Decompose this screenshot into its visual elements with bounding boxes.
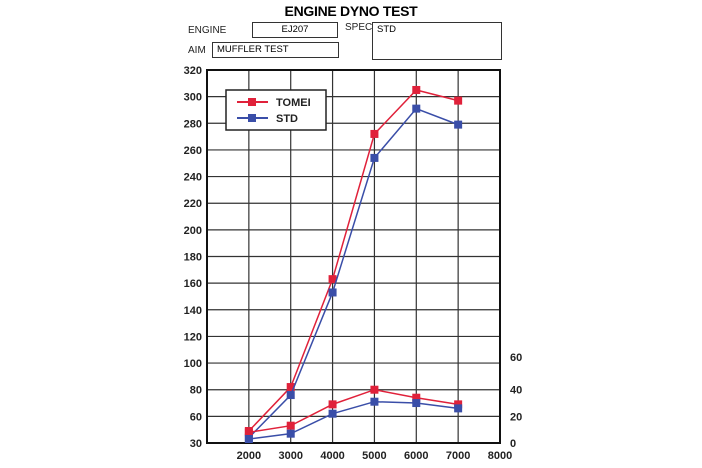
aim-field: MUFFLER TEST (212, 42, 339, 58)
series-line-tomei-left (248, 89, 459, 432)
y-right-tick-label: 40 (510, 385, 522, 397)
y-left-tick-label: 320 (184, 65, 202, 77)
x-tick-label: 5000 (362, 450, 386, 462)
plot-frame (206, 69, 501, 444)
y-right-tick-label: 60 (510, 352, 522, 364)
y-right-tick-label: 0 (510, 438, 516, 450)
y-left-tick-label: 140 (184, 305, 202, 317)
data-point-tomei (328, 400, 337, 409)
y-left-tick-label: 120 (184, 331, 202, 343)
x-tick-label: 2000 (237, 450, 261, 462)
y-left-tick-label: 160 (184, 278, 202, 290)
data-point-tomei (286, 421, 295, 430)
data-point-std (328, 409, 337, 418)
legend-label-std: STD (276, 113, 298, 125)
data-point-std (412, 104, 421, 113)
series-line-std-left (248, 107, 459, 439)
y-left-tick-label: 240 (184, 172, 202, 184)
data-point-tomei (328, 275, 337, 284)
data-point-std (286, 391, 295, 400)
data-point-tomei (286, 383, 295, 392)
legend-box (225, 89, 327, 131)
x-tick-label: 4000 (320, 450, 344, 462)
y-left-tick-label: 300 (184, 92, 202, 104)
data-point-std (244, 435, 253, 444)
y-left-tick-label: 280 (184, 118, 202, 130)
data-point-tomei (412, 85, 421, 94)
y-right-tick-label: 20 (510, 411, 522, 423)
data-point-tomei (454, 96, 463, 105)
data-point-std (328, 288, 337, 297)
y-left-tick-label: 180 (184, 252, 202, 264)
y-left-tick-label: 220 (184, 198, 202, 210)
data-point-std (370, 397, 379, 406)
y-left-tick-label: 100 (184, 358, 202, 370)
data-point-tomei (370, 129, 379, 138)
y-left-tick-label: 200 (184, 225, 202, 237)
data-point-std (370, 153, 379, 162)
aim-label: AIM (188, 45, 206, 56)
data-point-std (454, 120, 463, 129)
y-left-tick-label: 60 (190, 411, 202, 423)
chart-title: ENGINE DYNO TEST (284, 3, 418, 19)
legend-label-tomei: TOMEI (276, 97, 311, 109)
y-left-tick-label: 30 (190, 438, 202, 450)
spec-label: SPEC (345, 22, 373, 33)
data-point-std (412, 399, 421, 408)
legend-marker-std (248, 114, 256, 122)
x-tick-label: 6000 (404, 450, 428, 462)
legend-marker-tomei (248, 98, 256, 106)
x-tick-label: 8000 (488, 450, 512, 462)
engine-field: EJ207 (252, 22, 338, 38)
engine-label: ENGINE (188, 25, 227, 36)
data-point-std (286, 429, 295, 438)
series-line-tomei-right (248, 388, 459, 434)
x-tick-label: 7000 (446, 450, 470, 462)
series-line-std-right (248, 400, 459, 440)
y-left-tick-label: 80 (190, 385, 202, 397)
x-tick-label: 3000 (278, 450, 302, 462)
y-left-tick-label: 260 (184, 145, 202, 157)
data-point-std (454, 404, 463, 413)
data-point-tomei (244, 428, 253, 437)
data-point-tomei (412, 393, 421, 402)
data-point-tomei (370, 385, 379, 394)
spec-field: STD (372, 22, 502, 60)
